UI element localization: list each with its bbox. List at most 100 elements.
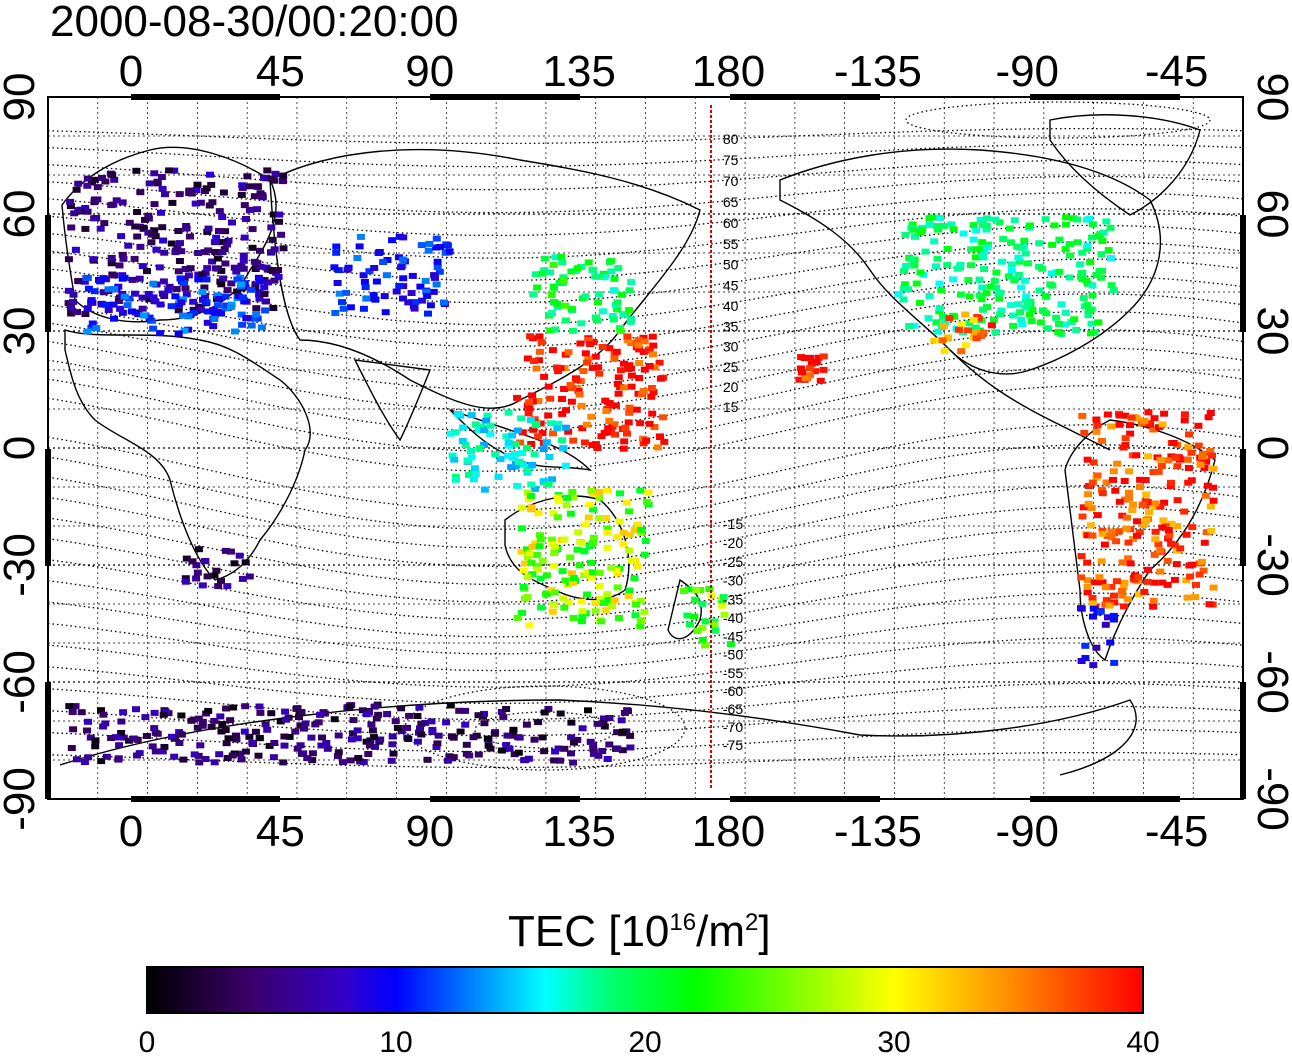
tec-cell: [267, 224, 276, 231]
tec-cell: [1102, 597, 1111, 604]
tec-cell: [1115, 412, 1124, 419]
tec-cell: [1118, 512, 1127, 519]
tec-cell: [138, 263, 147, 270]
tec-cell: [74, 278, 83, 284]
tec-cell: [1143, 578, 1152, 585]
tec-cell: [542, 591, 551, 598]
tec-cell: [1016, 244, 1025, 251]
tec-cell: [370, 703, 379, 710]
tec-cell: [464, 457, 473, 464]
tec-cell: [519, 461, 527, 468]
magnetic-contour: [48, 127, 1243, 145]
tec-cell: [1149, 426, 1158, 433]
tec-cell: [424, 247, 433, 254]
tec-cell: [353, 735, 362, 742]
tec-cell: [610, 597, 619, 604]
tec-cell: [201, 293, 209, 300]
tec-cell: [600, 715, 608, 722]
tec-cell: [625, 404, 634, 411]
tec-cell: [1206, 448, 1215, 454]
tec-cell: [251, 266, 260, 272]
tec-cell: [132, 167, 141, 174]
tec-cell: [1061, 309, 1070, 316]
tec-cell: [170, 167, 179, 174]
tec-cell: [90, 288, 99, 295]
tec-cell: [433, 264, 442, 270]
tec-cell: [1141, 498, 1150, 505]
tec-cell: [1004, 273, 1013, 280]
tec-cell: [625, 362, 634, 369]
tec-cell: [532, 271, 540, 278]
tec-cell: [614, 381, 622, 387]
tec-cell: [584, 707, 592, 714]
tec-cell: [600, 429, 609, 436]
tec-cell: [1197, 458, 1206, 464]
tec-cell: [424, 310, 432, 317]
tec-cell: [430, 272, 439, 279]
tec-cell: [544, 481, 553, 488]
tec-cell: [711, 627, 720, 634]
tec-cell: [1020, 277, 1029, 284]
tec-cell: [518, 504, 527, 511]
tec-cell: [1123, 596, 1132, 603]
tec-cell: [239, 257, 248, 264]
tec-cell: [241, 559, 250, 566]
tec-cell: [561, 462, 570, 469]
tec-cell: [1126, 560, 1135, 567]
tec-cell: [196, 306, 205, 313]
tec-cell: [1166, 483, 1175, 490]
tec-cell: [139, 224, 148, 231]
tec-cell: [67, 304, 75, 311]
tec-cell: [471, 421, 480, 428]
tec-cell: [1083, 584, 1092, 590]
tec-cell: [1018, 321, 1027, 328]
tec-cell: [203, 573, 212, 580]
tec-cell: [517, 415, 526, 422]
tec-cell: [525, 405, 534, 412]
tec-cell: [1036, 319, 1045, 326]
tec-cell: [602, 408, 611, 414]
tec-cell: [605, 417, 614, 424]
tec-cell: [550, 757, 559, 764]
tec-cell: [474, 426, 483, 433]
tec-cell: [595, 488, 603, 495]
tec-cell: [159, 711, 168, 718]
tec-cell: [612, 567, 621, 574]
tec-cell: [964, 327, 973, 334]
tec-cell: [1195, 571, 1204, 578]
tec-cell: [536, 575, 545, 582]
tec-cell: [196, 742, 205, 749]
tec-cell: [518, 429, 527, 436]
tec-cell: [1171, 454, 1180, 461]
tec-cell: [582, 421, 591, 428]
magnetic-latitude-contours: [48, 101, 1243, 771]
tec-cell: [1125, 489, 1133, 496]
tec-cell: [480, 486, 489, 493]
tec-cell: [440, 299, 448, 306]
tec-cell: [649, 351, 657, 358]
tec-cell: [561, 577, 570, 584]
tec-cell: [568, 488, 577, 495]
tec-cell: [558, 410, 567, 417]
tec-cell: [1115, 421, 1124, 428]
tec-cell: [372, 278, 381, 285]
tec-cell: [989, 316, 998, 323]
tec-cell: [68, 709, 77, 715]
tec-cell: [204, 308, 213, 315]
tec-cell: [198, 722, 207, 729]
tec-cell: [359, 272, 368, 279]
tec-cell: [70, 210, 79, 217]
tec-cell: [380, 293, 389, 300]
tec-cell: [1089, 459, 1098, 466]
tec-cell: [509, 726, 518, 733]
tec-cell: [131, 223, 140, 230]
tec-cell: [938, 337, 947, 344]
tec-cell: [1184, 465, 1193, 471]
tec-cell: [93, 184, 102, 191]
tec-cell: [180, 327, 189, 334]
tec-cell: [1096, 608, 1105, 615]
tec-cell: [108, 171, 117, 178]
tec-cell: [217, 728, 226, 735]
tec-cell: [252, 311, 261, 318]
tec-cell: [411, 299, 420, 306]
